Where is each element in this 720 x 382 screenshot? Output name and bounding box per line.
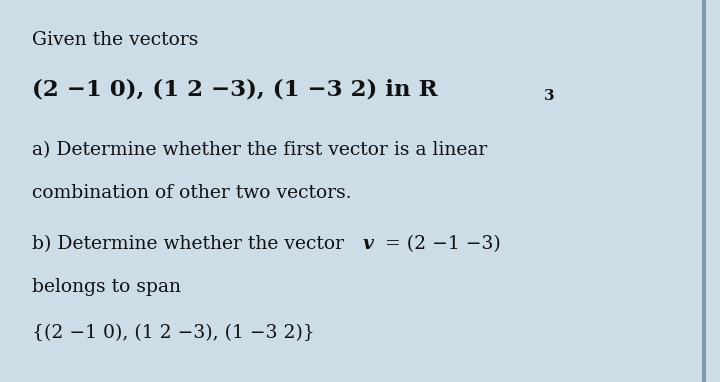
Text: belongs to span: belongs to span bbox=[32, 278, 181, 296]
Text: 3: 3 bbox=[544, 89, 555, 103]
Text: (2 −1 0), (1 2 −3), (1 −3 2) in R: (2 −1 0), (1 2 −3), (1 −3 2) in R bbox=[32, 79, 438, 101]
Text: Given the vectors: Given the vectors bbox=[32, 31, 199, 49]
Text: v: v bbox=[362, 235, 373, 253]
Text: b) Determine whether the vector: b) Determine whether the vector bbox=[32, 235, 351, 253]
Text: {(2 −1 0), (1 2 −3), (1 −3 2)}: {(2 −1 0), (1 2 −3), (1 −3 2)} bbox=[32, 324, 315, 342]
Text: combination of other two vectors.: combination of other two vectors. bbox=[32, 184, 352, 202]
Text: a) Determine whether the first vector is a linear: a) Determine whether the first vector is… bbox=[32, 141, 487, 159]
Text: = (2 −1 −3): = (2 −1 −3) bbox=[379, 235, 501, 253]
